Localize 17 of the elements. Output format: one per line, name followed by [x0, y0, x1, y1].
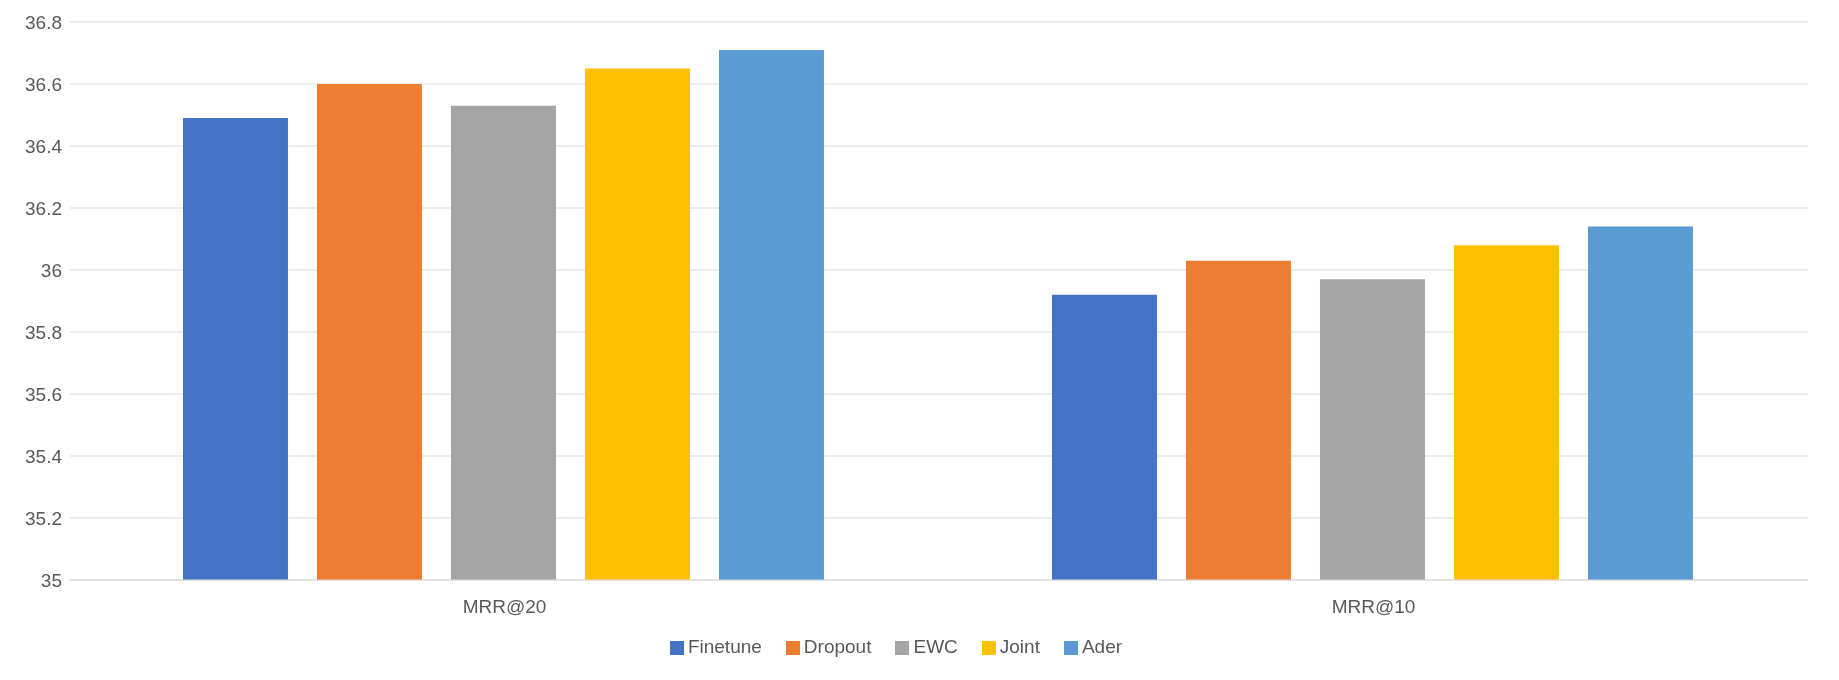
y-tick-label: 35.6 [25, 383, 62, 405]
x-tick-label: MRR@10 [1331, 596, 1416, 618]
y-tick-label: 36.8 [25, 11, 62, 33]
y-tick-label: 35 [40, 569, 62, 591]
y-tick-label: 36.6 [25, 73, 62, 95]
legend-label: Finetune [687, 636, 762, 657]
legend-label: Ader [1081, 636, 1123, 657]
legend-label: EWC [913, 636, 958, 657]
y-tick-label: 36.4 [25, 135, 63, 157]
y-tick-label: 36.2 [25, 197, 62, 219]
legend-label: Dropout [803, 636, 872, 657]
legend-label: Joint [999, 636, 1040, 657]
y-tick-label: 35.2 [25, 507, 62, 529]
x-tick-label: MRR@20 [462, 596, 547, 618]
y-tick-label: 35.8 [25, 321, 62, 343]
y-tick-label: 35.4 [25, 445, 63, 467]
y-tick-label: 36 [40, 259, 62, 281]
